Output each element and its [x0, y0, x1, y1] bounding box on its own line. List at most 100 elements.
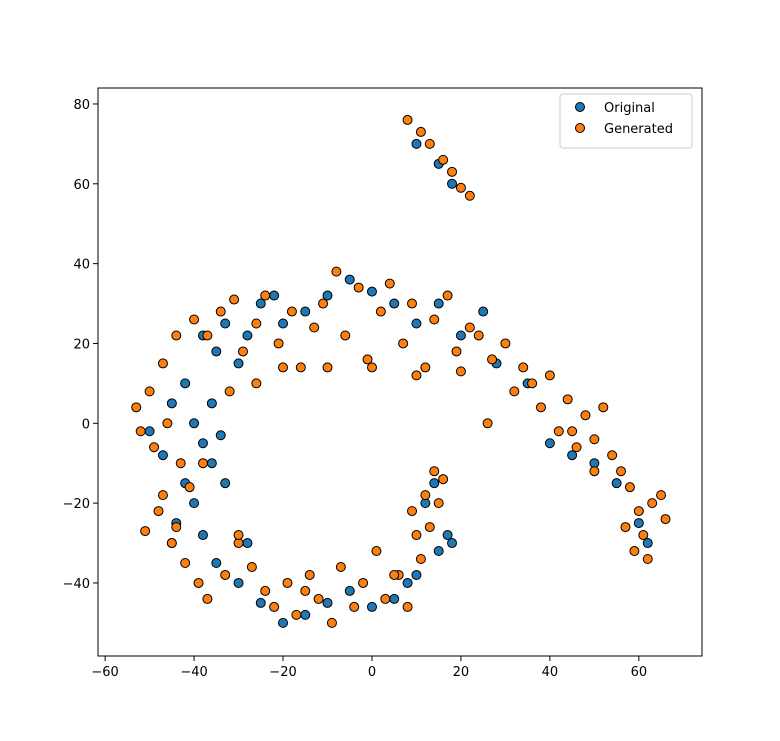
point: [144, 426, 155, 437]
point: [366, 601, 377, 612]
point: [442, 290, 453, 301]
point: [224, 386, 235, 397]
point: [144, 386, 155, 397]
point: [411, 318, 422, 329]
point: [260, 290, 271, 301]
point: [424, 138, 435, 149]
point: [153, 506, 164, 517]
point: [180, 378, 191, 389]
point: [642, 554, 653, 565]
y-tick-label: 0: [82, 417, 90, 432]
point: [202, 330, 213, 341]
point: [415, 554, 426, 565]
point: [424, 522, 435, 533]
point: [166, 538, 177, 549]
plot-area: [131, 114, 671, 628]
point: [300, 585, 311, 596]
point: [411, 569, 422, 580]
point: [309, 322, 320, 333]
point: [509, 386, 520, 397]
point: [518, 362, 529, 373]
point: [438, 474, 449, 485]
x-tick-label: 40: [542, 665, 559, 680]
point: [313, 593, 324, 604]
point: [340, 330, 351, 341]
legend-marker: [575, 123, 585, 133]
point: [278, 318, 289, 329]
point: [562, 394, 573, 405]
point: [295, 362, 306, 373]
point: [189, 498, 200, 509]
point: [544, 370, 555, 381]
point: [433, 546, 444, 557]
point: [233, 358, 244, 369]
point: [389, 569, 400, 580]
point: [322, 597, 333, 608]
point: [656, 490, 667, 501]
point: [624, 482, 635, 493]
point: [157, 490, 168, 501]
point: [500, 338, 511, 349]
point: [442, 530, 453, 541]
legend-label: Original: [604, 101, 655, 116]
point: [362, 354, 373, 365]
point: [415, 126, 426, 137]
point: [380, 593, 391, 604]
point: [220, 318, 231, 329]
point: [580, 410, 591, 421]
point: [255, 298, 266, 309]
point: [206, 398, 217, 409]
point: [197, 438, 208, 449]
point: [269, 601, 280, 612]
point: [344, 274, 355, 285]
point: [242, 538, 253, 549]
axes-frame: [97, 87, 703, 657]
point: [464, 190, 475, 201]
point: [398, 338, 409, 349]
point: [487, 354, 498, 365]
point: [629, 546, 640, 557]
point: [411, 138, 422, 149]
point: [197, 530, 208, 541]
point: [251, 378, 262, 389]
legend-label: Generated: [604, 122, 673, 137]
point: [607, 450, 618, 461]
point: [180, 557, 191, 568]
point: [642, 538, 653, 549]
point: [455, 366, 466, 377]
point: [171, 522, 182, 533]
y-tick-label: −20: [63, 497, 90, 512]
point: [447, 166, 458, 177]
point: [335, 561, 346, 572]
point: [451, 346, 462, 357]
point: [447, 178, 458, 189]
point: [300, 609, 311, 620]
legend-marker: [575, 102, 585, 112]
point: [189, 418, 200, 429]
point: [322, 362, 333, 373]
point: [420, 362, 431, 373]
y-tick-label: −40: [63, 577, 90, 592]
point: [478, 306, 489, 317]
point: [278, 617, 289, 628]
point: [553, 426, 564, 437]
point: [464, 322, 475, 333]
point: [429, 466, 440, 477]
point: [211, 346, 222, 357]
point: [429, 478, 440, 489]
point: [149, 442, 160, 453]
point: [353, 282, 364, 293]
point: [260, 585, 271, 596]
point: [220, 569, 231, 580]
point: [366, 362, 377, 373]
point: [331, 266, 342, 277]
legend: Original Generated: [559, 93, 693, 149]
point: [157, 450, 168, 461]
point: [206, 458, 217, 469]
x-tick-label: −40: [180, 665, 207, 680]
point: [157, 358, 168, 369]
point: [229, 294, 240, 305]
point: [571, 442, 582, 453]
point: [237, 346, 248, 357]
point: [598, 402, 609, 413]
